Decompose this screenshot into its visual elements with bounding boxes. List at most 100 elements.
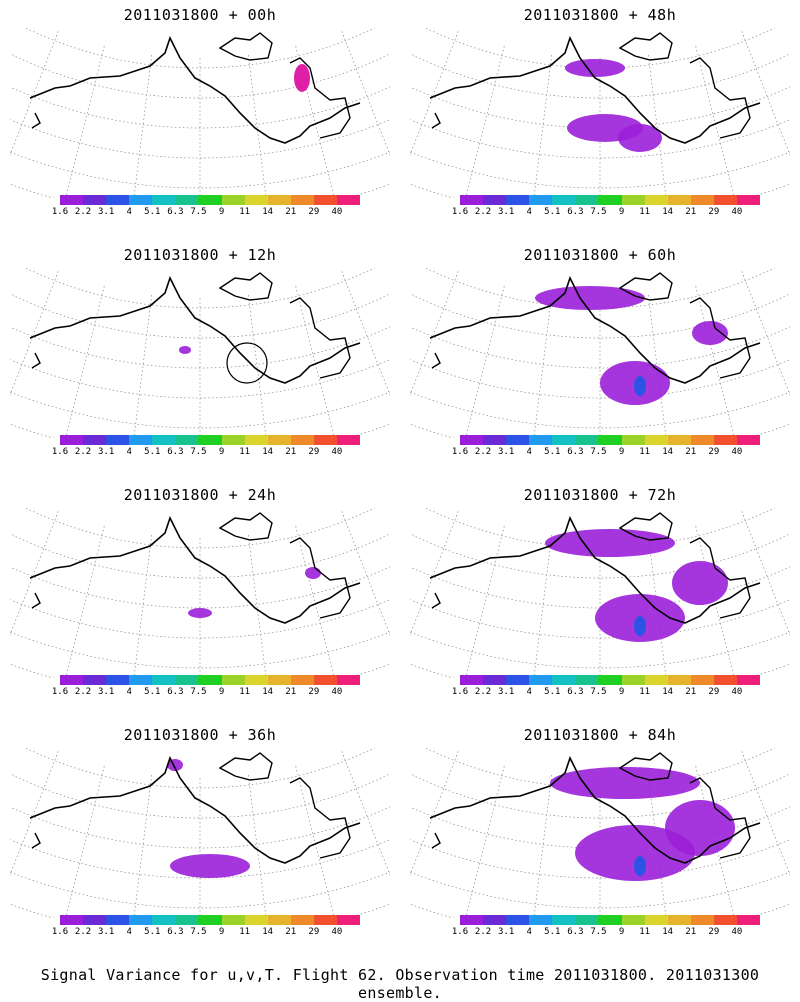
colorbar-swatch	[60, 915, 83, 925]
colorbar-label: 2.2	[75, 447, 91, 457]
arctic-islands	[220, 513, 272, 540]
signal-region	[550, 767, 700, 799]
colorbar-label: 11	[639, 927, 650, 937]
colorbar-swatch	[198, 915, 221, 925]
colorbar-swatch	[245, 675, 268, 685]
colorbar-swatch	[106, 675, 129, 685]
colorbar-label: 6.3	[567, 927, 583, 937]
arctic-islands	[220, 753, 272, 780]
signal-region	[665, 800, 735, 856]
colorbar-label: 3.1	[98, 207, 114, 217]
signal-region	[188, 608, 212, 618]
arctic-islands	[220, 33, 272, 60]
colorbar-swatch	[222, 435, 245, 445]
polar-map	[10, 508, 390, 678]
colorbar-swatch	[268, 195, 291, 205]
colorbar-label: 40	[732, 687, 743, 697]
polar-map	[410, 268, 790, 438]
colorbar-swatch	[175, 195, 198, 205]
colorbar-label: 7.5	[590, 927, 606, 937]
signal-region	[179, 346, 191, 354]
panel-title: 2011031800 + 84h	[400, 726, 800, 744]
colorbar-label: 4	[127, 447, 132, 457]
colorbar-label: 21	[285, 687, 296, 697]
colorbar-swatch	[198, 675, 221, 685]
colorbar-swatch	[268, 675, 291, 685]
signal-region	[672, 561, 728, 605]
colorbar-label: 9	[219, 927, 224, 937]
colorbar-label: 21	[685, 927, 696, 937]
colorbar-label: 29	[708, 687, 719, 697]
colorbar-label: 40	[332, 447, 343, 457]
colorbar-label: 40	[332, 687, 343, 697]
colorbar-swatch	[529, 195, 552, 205]
colorbar-label: 11	[239, 927, 250, 937]
colorbar-label: 3.1	[498, 687, 514, 697]
coastline	[30, 38, 360, 143]
signal-region	[170, 854, 250, 878]
colorbar-label: 9	[619, 447, 624, 457]
colorbar-label: 2.2	[475, 687, 491, 697]
colorbar-label: 6.3	[167, 927, 183, 937]
colorbar-swatch	[314, 435, 337, 445]
colorbar-label: 11	[239, 207, 250, 217]
colorbar-label: 14	[262, 687, 273, 697]
colorbar-swatch	[691, 435, 714, 445]
signal-peak	[294, 64, 310, 92]
colorbar-swatch	[714, 915, 737, 925]
colorbar-swatch	[245, 915, 268, 925]
colorbar-label: 1.6	[452, 687, 468, 697]
signal-region	[565, 59, 625, 77]
colorbar-label: 4	[127, 927, 132, 937]
colorbar-label: 14	[662, 447, 673, 457]
colorbar-label: 2.2	[75, 927, 91, 937]
panel-title: 2011031800 + 60h	[400, 246, 800, 264]
colorbar-label: 14	[662, 207, 673, 217]
signal-region	[535, 286, 645, 310]
colorbar-label: 2.2	[475, 927, 491, 937]
colorbar-label: 4	[527, 687, 532, 697]
colorbar-label: 40	[332, 927, 343, 937]
colorbar-swatch	[645, 675, 668, 685]
colorbar-label: 1.6	[452, 927, 468, 937]
colorbar-swatch	[622, 675, 645, 685]
colorbar-label: 3.1	[498, 927, 514, 937]
colorbar-swatch	[668, 195, 691, 205]
coastline-fragment	[432, 593, 440, 608]
colorbar-swatch	[575, 195, 598, 205]
colorbar-swatch	[691, 915, 714, 925]
coastline-fragment	[432, 833, 440, 848]
colorbar-swatch	[83, 435, 106, 445]
colorbar-swatch	[314, 675, 337, 685]
polar-map	[10, 28, 390, 198]
colorbar-label: 40	[332, 207, 343, 217]
colorbar-label: 5.1	[544, 927, 560, 937]
panel-title: 2011031800 + 48h	[400, 6, 800, 24]
polar-map	[10, 748, 390, 918]
colorbar-swatch	[529, 675, 552, 685]
colorbar-label: 1.6	[452, 207, 468, 217]
polar-map	[10, 268, 390, 438]
colorbar-swatch	[129, 675, 152, 685]
colorbar-swatch	[737, 675, 760, 685]
polar-map	[410, 508, 790, 678]
coastline	[30, 758, 360, 863]
colorbar-label: 6.3	[167, 447, 183, 457]
colorbar-label: 21	[685, 207, 696, 217]
polar-map	[410, 28, 790, 198]
colorbar-swatch	[129, 435, 152, 445]
coastline	[30, 278, 360, 383]
observation-circle	[227, 343, 267, 383]
colorbar-label: 2.2	[75, 687, 91, 697]
coastline-fragment	[432, 113, 440, 128]
colorbar-swatch	[645, 915, 668, 925]
colorbar-swatch	[83, 675, 106, 685]
colorbar-label: 1.6	[52, 927, 68, 937]
colorbar-swatch	[483, 915, 506, 925]
